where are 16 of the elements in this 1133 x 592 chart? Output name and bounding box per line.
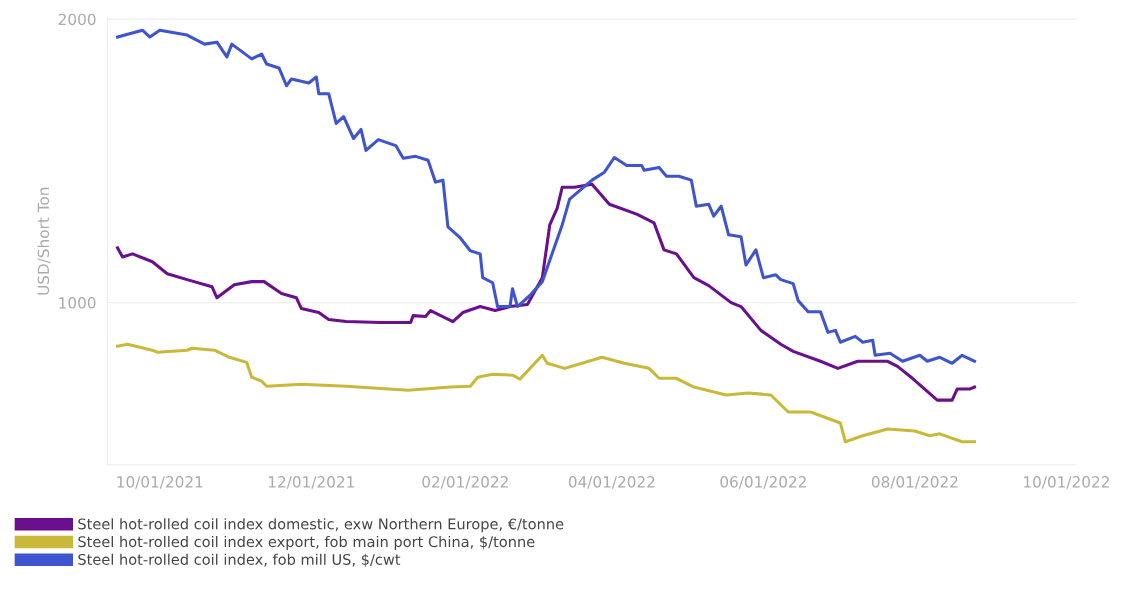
x-tick-label: 10/01/2022 — [1024, 476, 1109, 489]
x-tick-label: 08/01/2022 — [871, 476, 958, 489]
legend-label: Steel hot-rolled coil index domestic, exw Northern Europe, €/tonne — [78, 518, 564, 533]
x-tick-label: 10/01/2021 — [117, 476, 203, 489]
y-tick-label: 1000 — [59, 297, 96, 309]
legend-label: Steel hot-rolled coil index export, fob main port China, $/tonne — [78, 535, 535, 551]
x-tick-label: 12/01/2021 — [268, 476, 354, 489]
line-series — [116, 28, 977, 365]
x-tick-label: 02/01/2022 — [422, 476, 508, 489]
legend-label: Steel hot-rolled coil index, fob mill US, $/cwt — [78, 553, 401, 567]
x-tick-label: 04/01/2022 — [568, 476, 655, 489]
x-tick-label: 06/01/2022 — [720, 476, 806, 489]
y-tick-label: 2000 — [58, 13, 96, 26]
y-axis-title: USD/Short Ton — [37, 187, 51, 295]
line-series — [116, 182, 977, 402]
line-series — [116, 342, 977, 444]
